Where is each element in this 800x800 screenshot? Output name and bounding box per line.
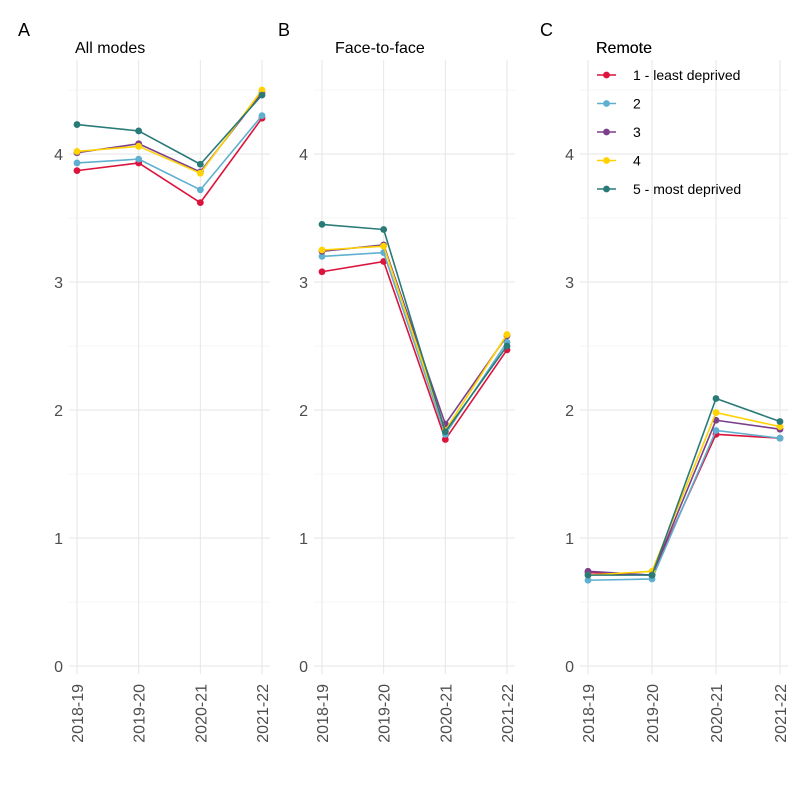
legend-key-point — [603, 128, 610, 136]
y-tick-label: 4 — [54, 147, 63, 164]
series-line — [321, 223, 508, 433]
data-point — [135, 127, 143, 135]
y-tick-label: 3 — [299, 275, 308, 292]
legend-label: 3 — [633, 124, 641, 140]
x-tick-label: 2021-22 — [773, 684, 790, 743]
series-line — [321, 251, 508, 436]
series-line — [76, 89, 263, 174]
y-tick-label: 3 — [54, 275, 63, 292]
y-tick-label: 0 — [54, 659, 63, 676]
x-tick-label: 2019-20 — [377, 684, 394, 743]
data-point — [258, 112, 266, 119]
legend-label: 1 - least deprived — [633, 67, 740, 83]
x-tick-label: 2020-21 — [438, 684, 455, 743]
y-tick-label: 1 — [299, 531, 308, 548]
legend-key-point — [603, 71, 610, 79]
data-point — [776, 423, 784, 431]
data-point — [712, 395, 720, 402]
y-tick-label: 3 — [565, 275, 574, 292]
data-point — [712, 427, 720, 434]
series-line — [587, 419, 781, 576]
x-tick-label: 2021-22 — [500, 684, 517, 743]
data-point — [503, 331, 511, 338]
legend-title: Remote — [596, 40, 652, 57]
x-tick-label: 2018-19 — [315, 684, 332, 743]
y-tick-label: 2 — [54, 403, 63, 420]
series-line — [76, 94, 263, 166]
data-point — [318, 246, 326, 254]
y-tick-label: 0 — [565, 659, 574, 676]
y-tick-label: 1 — [565, 531, 574, 548]
panel-title: Remote — [596, 40, 652, 57]
data-point — [73, 167, 81, 175]
data-point — [380, 226, 388, 233]
data-point — [196, 160, 204, 168]
y-tick-label: 2 — [565, 403, 574, 420]
panel-letter: C — [540, 20, 553, 40]
x-tick-label: 2020-21 — [193, 684, 210, 743]
panel-title: Face-to-face — [335, 40, 425, 57]
data-point — [503, 342, 511, 350]
data-point — [196, 186, 204, 194]
data-point — [584, 576, 592, 584]
data-point — [196, 169, 204, 177]
x-tick-label: 2019-20 — [645, 684, 662, 743]
data-point — [441, 428, 449, 436]
data-point — [318, 221, 326, 228]
data-point — [258, 91, 266, 99]
y-tick-label: 0 — [299, 659, 308, 676]
data-point — [441, 436, 449, 443]
data-point — [135, 142, 143, 150]
y-tick-label: 4 — [299, 147, 308, 164]
x-tick-label: 2019-20 — [132, 684, 149, 743]
data-point — [73, 159, 81, 167]
data-point — [73, 148, 81, 155]
panel-letter: B — [278, 20, 290, 40]
series-line — [321, 244, 508, 425]
series-line — [321, 245, 508, 432]
data-point — [258, 86, 266, 94]
data-point — [318, 268, 326, 276]
data-point — [380, 242, 388, 250]
x-tick-label: 2021-22 — [255, 684, 272, 743]
data-point — [648, 571, 656, 579]
series-line — [588, 397, 781, 576]
x-tick-label: 2018-19 — [70, 684, 87, 743]
legend-key-point — [603, 185, 610, 193]
data-point — [712, 409, 720, 416]
series-line — [587, 411, 781, 576]
x-tick-label: 2020-21 — [709, 684, 726, 743]
y-tick-label: 4 — [565, 147, 574, 164]
data-point — [584, 571, 592, 579]
data-point — [135, 155, 143, 163]
series-line — [587, 429, 781, 582]
legend-label: 2 — [633, 96, 641, 112]
data-point — [196, 199, 204, 207]
series-line — [321, 260, 508, 441]
legend-label: 5 - most deprived — [633, 181, 741, 197]
data-point — [776, 418, 784, 425]
data-point — [318, 253, 326, 260]
legend-key-point — [603, 157, 610, 164]
panel-title: All modes — [75, 40, 145, 57]
y-tick-label: 2 — [299, 403, 308, 420]
y-tick-label: 1 — [54, 531, 63, 548]
series-line — [76, 117, 263, 204]
legend-label: 4 — [633, 153, 641, 169]
data-point — [73, 121, 81, 128]
x-tick-label: 2018-19 — [581, 684, 598, 743]
series-line — [76, 115, 263, 191]
legend-key-point — [603, 100, 610, 107]
panel-letter: A — [18, 20, 30, 40]
data-point — [776, 434, 784, 442]
